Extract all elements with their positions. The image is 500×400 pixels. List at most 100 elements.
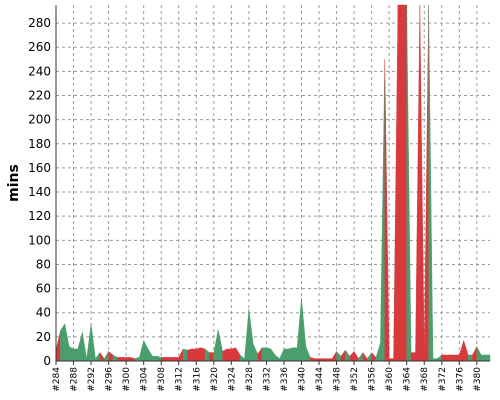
area-segment-success: [152, 355, 158, 362]
x-tick-label: #360: [385, 367, 395, 392]
y-tick-label: 260: [28, 40, 51, 54]
y-tick-label: 0: [43, 354, 51, 368]
area-segment-success: [218, 329, 223, 362]
x-tick-label: #316: [192, 367, 202, 392]
x-tick-label: #284: [52, 367, 62, 392]
area-segment-failure: [231, 347, 236, 362]
area-segment-success: [428, 4, 434, 362]
area-segment-success: [86, 323, 92, 362]
x-tick-label: #308: [157, 367, 167, 392]
area-segment-failure: [165, 357, 171, 362]
area-segment-failure: [310, 357, 315, 362]
area-segment-success: [296, 298, 302, 362]
area-segment-success: [147, 348, 153, 362]
area-segment-failure: [125, 357, 131, 362]
area-segment-success: [406, 4, 412, 362]
x-tick-label: #376: [455, 367, 465, 392]
area-segment-failure: [463, 340, 469, 362]
area-segment-failure: [445, 354, 451, 362]
area-segment-success: [182, 348, 188, 362]
area-segment-success: [292, 347, 298, 362]
x-tick-label: #348: [333, 367, 343, 392]
area-segment-failure: [353, 350, 359, 362]
y-tick-label: 180: [28, 137, 51, 151]
x-tick-label: #320: [210, 367, 220, 392]
area-segment-success: [437, 354, 442, 362]
x-tick-label: #340: [297, 367, 307, 392]
area-segment-success: [204, 348, 210, 362]
area-segment-success: [358, 351, 364, 362]
x-tick-label: #304: [140, 367, 150, 392]
area-segment-failure: [384, 59, 390, 362]
x-tick-label: #364: [403, 367, 413, 392]
area-segment-success: [467, 354, 473, 362]
area-segment-success: [476, 346, 482, 362]
y-tick-label: 280: [28, 16, 51, 30]
area-segment-success: [73, 348, 79, 362]
area-segment-success: [139, 340, 144, 362]
x-tick-label: #300: [122, 367, 132, 392]
area-segment-failure: [415, 4, 421, 362]
area-segment-success: [288, 347, 293, 362]
area-segment-failure: [349, 350, 355, 362]
y-tick-label: 100: [28, 233, 51, 247]
area-segment-failure: [55, 330, 61, 362]
area-segment-success: [375, 342, 381, 362]
y-tick-label: 220: [28, 89, 51, 103]
area-segment-success: [90, 323, 96, 362]
area-segment-success: [345, 349, 350, 362]
x-tick-label: #368: [420, 367, 430, 392]
area-segment-success: [380, 59, 385, 362]
y-tick-label: 140: [28, 185, 51, 199]
area-segment-success: [270, 348, 276, 362]
area-segment-failure: [174, 357, 179, 362]
area-segment-failure: [441, 354, 447, 362]
area-segment-failure: [371, 352, 377, 362]
x-tick-label: #292: [87, 367, 97, 392]
x-tick-label: #352: [350, 367, 360, 392]
area-segment-success: [213, 329, 219, 362]
area-segment-failure: [169, 357, 175, 362]
area-segment-failure: [117, 357, 122, 362]
area-segment-success: [112, 354, 118, 362]
area-segment-success: [68, 346, 74, 362]
area-segment-failure: [99, 351, 105, 362]
y-tick-label: 20: [36, 330, 51, 344]
x-tick-label: #380: [473, 367, 483, 392]
area-segment-success: [279, 348, 285, 362]
area-segment-success: [301, 298, 307, 362]
area-segment-success: [305, 346, 311, 362]
area-segment-failure: [410, 352, 416, 362]
y-tick-label: 40: [36, 306, 51, 320]
x-tick-label: #324: [227, 367, 237, 392]
area-segment-success: [143, 340, 149, 362]
area-segment-success: [64, 323, 70, 362]
area-segment-failure: [191, 348, 197, 362]
area-segment-success: [248, 309, 254, 362]
y-tick-label: 200: [28, 113, 51, 127]
area-segment-failure: [397, 4, 403, 362]
area-segment-failure: [200, 347, 206, 362]
area-segment-failure: [187, 348, 193, 362]
area-segment-failure: [402, 4, 407, 362]
area-segment-failure: [209, 352, 215, 362]
area-segment-success: [485, 354, 491, 362]
area-segment-failure: [340, 349, 346, 362]
area-segment-success: [95, 351, 101, 362]
x-tick-label: #312: [175, 367, 185, 392]
area-segment-failure: [235, 347, 241, 362]
area-segment-success: [156, 355, 162, 362]
area-segment-success: [283, 348, 289, 362]
area-segment-success: [336, 350, 342, 362]
x-tick-label: #372: [438, 367, 448, 392]
area-segment-failure: [226, 348, 232, 362]
y-tick-label: 240: [28, 64, 51, 78]
area-segment-success: [239, 354, 245, 362]
area-segment-failure: [178, 348, 184, 362]
axis-layer: 0 20 40 60 80 100 120 140 160 180 200 220 240 260 280 #…: [28, 5, 490, 392]
y-tick-label: 120: [28, 209, 51, 223]
area-segment-failure: [459, 340, 464, 362]
area-segment-failure: [362, 351, 368, 362]
area-segment-failure: [130, 357, 136, 362]
